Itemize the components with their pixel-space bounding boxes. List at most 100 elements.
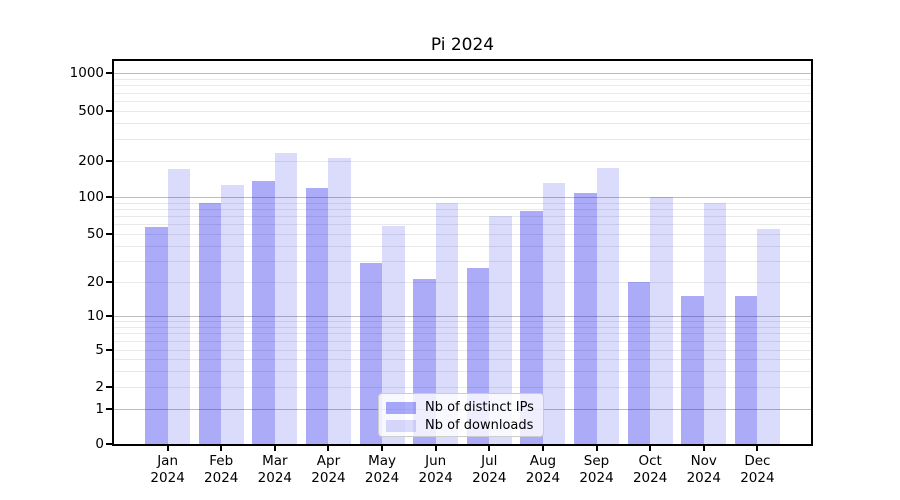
y-tick-label: 10 bbox=[86, 308, 104, 324]
x-tick-year: 2024 bbox=[579, 470, 614, 486]
y-tick-label: 5 bbox=[95, 342, 104, 358]
x-tick-year: 2024 bbox=[257, 470, 293, 486]
bar-feb-downloads bbox=[221, 185, 244, 444]
bar-oct-distinct-ips bbox=[627, 282, 651, 444]
minor-gridline bbox=[114, 326, 811, 328]
x-tick-label: Feb 2024 bbox=[191, 453, 251, 487]
x-tick-month: Aug bbox=[529, 453, 557, 469]
minor-gridline bbox=[114, 341, 811, 343]
major-gridline bbox=[114, 73, 811, 74]
minor-gridline bbox=[114, 333, 811, 335]
legend-row-downloads: Nb of downloads bbox=[386, 417, 535, 434]
y-tick-mark bbox=[106, 281, 113, 283]
bar-nov-downloads bbox=[703, 202, 727, 444]
bar-jul-downloads bbox=[489, 216, 512, 444]
bar-may-distinct-ips bbox=[359, 262, 383, 444]
y-tick-label: 20 bbox=[86, 274, 104, 290]
y-tick-mark bbox=[106, 315, 113, 317]
legend: Nb of distinct IPs Nb of downloads bbox=[378, 393, 544, 437]
x-tick-year: 2024 bbox=[311, 470, 346, 486]
y-tick-mark bbox=[106, 233, 113, 235]
x-tick-mark bbox=[434, 446, 437, 451]
bar-may-downloads bbox=[382, 226, 405, 444]
x-tick-month: Jan bbox=[157, 453, 179, 469]
bar-mar-downloads bbox=[274, 153, 298, 444]
major-gridline bbox=[114, 197, 811, 198]
x-tick-year: 2024 bbox=[418, 470, 453, 486]
legend-label-distinct-ips: Nb of distinct IPs bbox=[425, 400, 534, 415]
x-tick-label: May 2024 bbox=[352, 453, 412, 487]
minor-gridline bbox=[114, 208, 811, 210]
minor-gridline bbox=[114, 85, 811, 87]
y-tick-label: 1000 bbox=[69, 65, 104, 81]
x-tick-mark bbox=[756, 446, 759, 451]
plot-area bbox=[112, 59, 813, 446]
y-tick-mark bbox=[106, 72, 113, 74]
bar-dec-distinct-ips bbox=[734, 296, 758, 444]
x-tick-label: Oct 2024 bbox=[620, 453, 680, 487]
y-tick-label: 2 bbox=[95, 379, 104, 395]
bar-apr-downloads bbox=[328, 158, 351, 444]
minor-gridline bbox=[114, 350, 811, 351]
minor-gridline bbox=[114, 101, 811, 102]
x-tick-year: 2024 bbox=[150, 470, 185, 486]
y-tick-label: 50 bbox=[86, 226, 104, 242]
x-tick-month: Apr bbox=[316, 453, 341, 469]
grid-layer bbox=[114, 61, 811, 444]
bar-nov-distinct-ips bbox=[681, 296, 704, 444]
x-tick-mark bbox=[595, 446, 598, 451]
x-tick-label: Aug 2024 bbox=[513, 453, 573, 487]
x-tick-month: Jul bbox=[481, 453, 498, 469]
x-tick-mark bbox=[327, 446, 330, 451]
minor-gridline bbox=[114, 245, 811, 247]
minor-gridline bbox=[114, 138, 811, 140]
legend-row-distinct-ips: Nb of distinct IPs bbox=[386, 399, 535, 416]
y-tick-label: 100 bbox=[78, 189, 104, 205]
x-tick-month: Nov bbox=[690, 453, 717, 469]
minor-gridline bbox=[114, 111, 811, 112]
y-tick-label: 200 bbox=[78, 153, 104, 169]
bar-jan-downloads bbox=[167, 169, 191, 444]
minor-gridline bbox=[114, 370, 811, 372]
legend-swatch-downloads bbox=[386, 419, 416, 432]
x-tick-month: Sep bbox=[583, 453, 610, 469]
y-tick-mark bbox=[106, 349, 113, 351]
x-tick-month: Dec bbox=[744, 453, 771, 469]
x-tick-label: Mar 2024 bbox=[245, 453, 305, 487]
minor-gridline bbox=[114, 359, 811, 360]
bar-sep-downloads bbox=[596, 167, 620, 444]
x-tick-year: 2024 bbox=[740, 470, 775, 486]
x-tick-year: 2024 bbox=[204, 470, 239, 486]
minor-gridline bbox=[114, 260, 811, 262]
y-tick-mark bbox=[106, 110, 113, 112]
minor-gridline bbox=[114, 123, 811, 125]
x-tick-label: Jun 2024 bbox=[406, 453, 466, 487]
x-tick-mark bbox=[702, 446, 705, 451]
minor-gridline bbox=[114, 387, 811, 388]
bar-feb-distinct-ips bbox=[198, 202, 222, 444]
legend-swatch-distinct-ips bbox=[386, 401, 416, 414]
x-tick-label: Dec 2024 bbox=[727, 453, 787, 487]
bar-aug-distinct-ips bbox=[520, 210, 543, 444]
bar-dec-downloads bbox=[757, 228, 780, 444]
y-tick-mark bbox=[106, 160, 113, 162]
y-tick-mark bbox=[106, 443, 113, 445]
bar-jan-distinct-ips bbox=[145, 227, 168, 444]
bar-jun-downloads bbox=[435, 202, 459, 444]
bar-apr-distinct-ips bbox=[305, 187, 329, 444]
x-tick-year: 2024 bbox=[686, 470, 721, 486]
minor-gridline bbox=[114, 234, 811, 235]
legend-label-downloads: Nb of downloads bbox=[425, 418, 534, 433]
y-tick-label: 1 bbox=[95, 401, 104, 417]
minor-gridline bbox=[114, 78, 811, 80]
major-gridline bbox=[114, 316, 811, 317]
minor-gridline bbox=[114, 216, 811, 218]
y-tick-mark bbox=[106, 408, 113, 410]
minor-gridline bbox=[114, 224, 811, 226]
minor-gridline bbox=[114, 92, 811, 94]
y-tick-label: 0 bbox=[95, 436, 104, 452]
bar-aug-downloads bbox=[542, 183, 566, 444]
x-tick-mark bbox=[488, 446, 491, 451]
minor-gridline bbox=[114, 202, 811, 204]
